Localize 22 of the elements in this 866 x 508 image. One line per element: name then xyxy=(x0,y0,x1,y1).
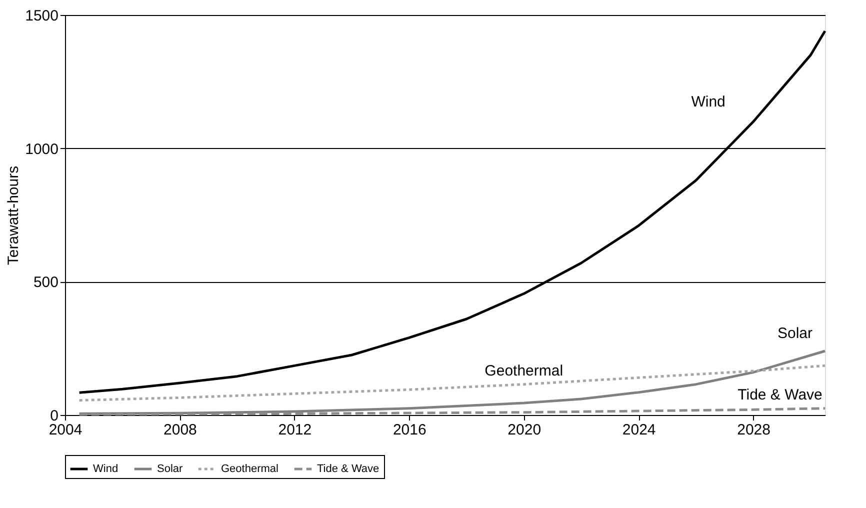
x-tick-label: 2004 xyxy=(48,422,82,438)
x-tick-label: 2024 xyxy=(622,422,656,438)
legend-label: Solar xyxy=(157,463,184,475)
line-series xyxy=(78,364,826,402)
y-tick-label: 1000 xyxy=(25,140,58,158)
y-tick-label: 1500 xyxy=(25,8,58,24)
legend-label: Wind xyxy=(93,463,118,475)
text: Solar xyxy=(777,325,813,342)
x-tick-label: 2028 xyxy=(737,422,770,438)
y-tick-label: 500 xyxy=(33,274,58,292)
legend-label: Tide & Wave xyxy=(317,463,380,475)
text: Wind xyxy=(691,94,726,111)
x-tick-label: 2020 xyxy=(508,422,542,438)
y-axis-title: Terawatt-hours xyxy=(5,166,22,266)
x-tick-label: 2008 xyxy=(164,422,197,438)
line-series xyxy=(78,350,826,415)
x-tick-label: 2012 xyxy=(278,422,312,438)
text: Tide & Wave xyxy=(738,386,822,404)
x-tick-label: 2016 xyxy=(392,422,426,438)
legend-label: Geothermal xyxy=(221,463,278,475)
y-tick-label: 0 xyxy=(50,408,58,424)
text: Geothermal xyxy=(484,362,564,380)
